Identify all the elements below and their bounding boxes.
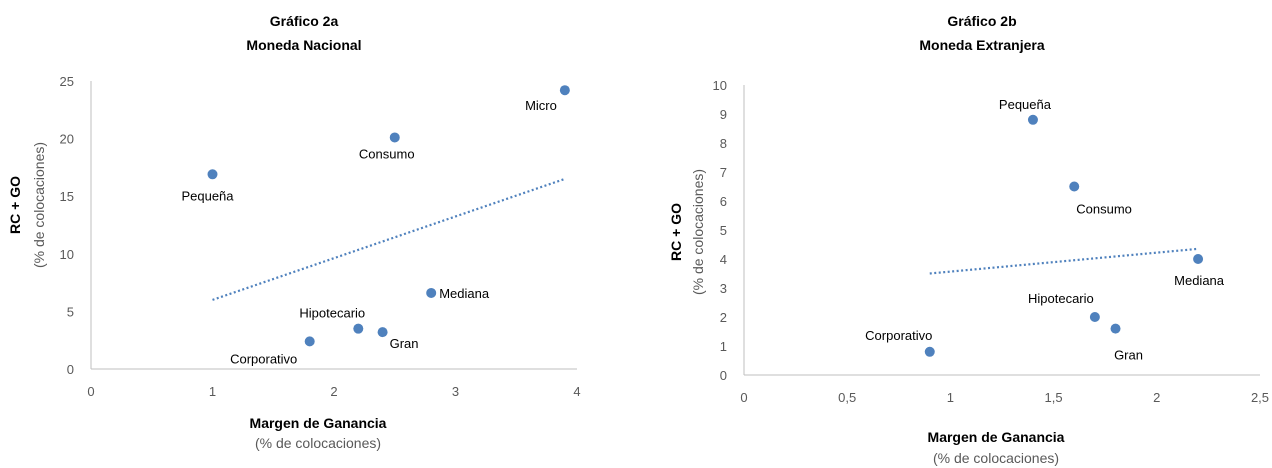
data-point (1193, 254, 1204, 264)
data-label: Hipotecario (1028, 291, 1094, 306)
data-label: Consumo (1076, 202, 1132, 217)
x-tick-label: 0 (87, 384, 94, 399)
data-point (1027, 114, 1038, 125)
x-tick-label: 4 (573, 384, 580, 399)
chart-2b: Gráfico 2b Moneda Extranjera 0 0,5 1 1,5 2 2,5 0… (668, 13, 1269, 466)
data-point (559, 85, 570, 96)
y-tick-label: 4 (720, 252, 727, 267)
y-tick-label: 5 (67, 304, 74, 319)
chart-title: Gráfico 2a (270, 13, 339, 29)
data-point (1110, 323, 1121, 334)
x-tick-label: 2 (1153, 390, 1160, 405)
x-tick-label: 2 (330, 384, 337, 399)
y-tick-label: 9 (720, 107, 727, 122)
x-tick-label: 1 (209, 384, 216, 399)
x-tick-label: 2,5 (1251, 390, 1269, 405)
x-axis-subtitle: (% de colocaciones) (933, 450, 1059, 466)
y-axis-title: RC + GO (7, 176, 23, 234)
data-point (377, 327, 388, 338)
data-point (1089, 312, 1100, 322)
y-tick-label: 20 (60, 132, 74, 147)
y-tick-label: 7 (720, 165, 727, 180)
y-tick-label: 6 (720, 194, 727, 209)
data-point (304, 336, 315, 347)
data-point (389, 132, 400, 143)
y-axis-subtitle: (% de colocaciones) (31, 142, 47, 268)
data-point (1069, 181, 1080, 192)
data-label: Consumo (359, 146, 415, 161)
x-axis-subtitle: (% de colocaciones) (255, 435, 381, 451)
y-tick-label: 5 (720, 223, 727, 238)
y-tick-label: 8 (720, 136, 727, 151)
y-tick-label: 10 (60, 247, 74, 262)
data-label: Mediana (439, 286, 490, 301)
data-label: Hipotecario (299, 306, 365, 321)
data-label: Gran (390, 336, 419, 351)
data-point (353, 323, 364, 334)
chart-title: Gráfico 2b (947, 13, 1016, 29)
y-tick-label: 25 (60, 74, 74, 89)
x-tick-label: 1 (947, 390, 954, 405)
chart-subtitle: Moneda Nacional (246, 37, 361, 53)
y-tick-label: 0 (67, 362, 74, 377)
chart-subtitle: Moneda Extranjera (919, 37, 1044, 53)
y-tick-label: 1 (720, 339, 727, 354)
chart-2a: Gráfico 2a Moneda Nacional 0 1 2 3 4 0 5 10 15 20 25… (7, 13, 581, 451)
y-tick-label: 2 (720, 310, 727, 325)
data-label: Pequeña (181, 188, 234, 203)
data-label: Mediana (1174, 273, 1225, 288)
data-point (207, 169, 218, 180)
data-label: Corporativo (230, 351, 297, 366)
y-tick-label: 0 (720, 368, 727, 383)
x-axis-title: Margen de Ganancia (928, 429, 1065, 445)
y-tick-label: 10 (713, 78, 727, 93)
y-axis-subtitle: (% de colocaciones) (690, 169, 706, 295)
data-label: Gran (1114, 348, 1143, 363)
data-label: Corporativo (865, 328, 932, 343)
x-tick-label: 0,5 (838, 390, 856, 405)
data-label: Micro (525, 98, 557, 113)
data-point (426, 287, 437, 298)
data-point (924, 346, 935, 357)
trendline (212, 177, 566, 301)
trendline (929, 247, 1199, 275)
x-tick-label: 3 (452, 384, 459, 399)
y-tick-label: 15 (60, 189, 74, 204)
y-axis-title: RC + GO (668, 203, 684, 261)
x-axis-title: Margen de Ganancia (250, 415, 387, 431)
data-label: Pequeña (999, 97, 1052, 112)
x-tick-label: 1,5 (1045, 390, 1063, 405)
x-tick-label: 0 (740, 390, 747, 405)
y-tick-label: 3 (720, 281, 727, 296)
